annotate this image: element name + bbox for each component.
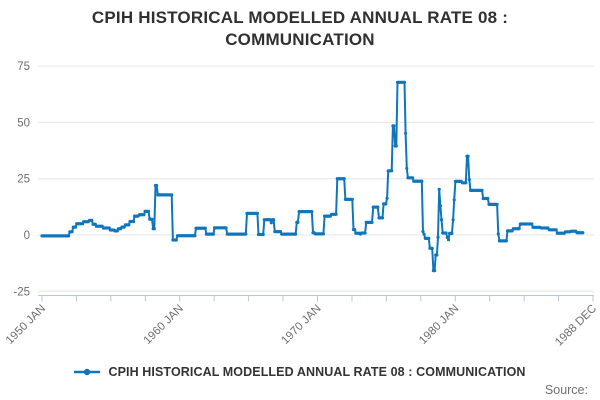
data-point-marker[interactable]: [385, 196, 389, 200]
y-axis-label: 0: [24, 230, 30, 242]
data-point-marker[interactable]: [67, 234, 71, 238]
data-point-marker[interactable]: [74, 225, 78, 229]
data-point-marker[interactable]: [152, 227, 156, 231]
data-point-marker[interactable]: [155, 183, 159, 188]
data-point-marker[interactable]: [353, 228, 357, 232]
data-point-marker[interactable]: [404, 131, 408, 135]
legend-marker-dot: [84, 368, 91, 376]
data-point-marker[interactable]: [444, 231, 448, 235]
source-label: Source:: [544, 383, 588, 397]
data-point-marker[interactable]: [504, 239, 508, 243]
data-point-marker[interactable]: [244, 232, 248, 236]
data-point-marker[interactable]: [224, 226, 228, 230]
data-point-marker[interactable]: [435, 253, 439, 257]
data-point-marker[interactable]: [530, 222, 534, 226]
legend-item-label[interactable]: CPIH HISTORICAL MODELLED ANNUAL RATE 08 …: [108, 365, 526, 379]
data-point-marker[interactable]: [296, 220, 300, 224]
data-point-marker[interactable]: [268, 218, 272, 222]
data-point-marker[interactable]: [436, 235, 440, 239]
data-point-marker[interactable]: [411, 176, 415, 180]
data-point-marker[interactable]: [294, 232, 298, 236]
data-point-marker[interactable]: [321, 232, 325, 236]
data-point-marker[interactable]: [350, 197, 354, 201]
data-point-marker[interactable]: [439, 218, 444, 222]
data-point-marker[interactable]: [363, 231, 367, 235]
data-point-marker[interactable]: [430, 246, 434, 250]
data-point-marker[interactable]: [517, 227, 521, 231]
data-point-marker[interactable]: [467, 178, 471, 182]
data-point-marker[interactable]: [334, 212, 338, 216]
data-point-marker[interactable]: [420, 179, 424, 183]
x-axis-label: 1960 JAN: [142, 303, 186, 347]
legend-series-marker-icon: [74, 367, 101, 377]
x-axis-label: 1970 JAN: [279, 303, 323, 347]
data-point-marker[interactable]: [269, 221, 273, 225]
data-point-marker[interactable]: [70, 230, 74, 234]
data-point-marker[interactable]: [211, 232, 215, 236]
data-point-marker[interactable]: [392, 124, 396, 128]
data-point-marker[interactable]: [272, 218, 276, 222]
data-point-marker[interactable]: [486, 196, 490, 201]
data-point-marker[interactable]: [496, 232, 500, 236]
data-point-marker[interactable]: [433, 269, 437, 273]
data-point-marker[interactable]: [127, 223, 131, 227]
data-point-marker[interactable]: [581, 231, 585, 235]
data-point-marker[interactable]: [450, 231, 454, 235]
data-point-marker[interactable]: [554, 228, 558, 232]
data-point-marker[interactable]: [452, 198, 456, 202]
data-point-marker[interactable]: [150, 217, 154, 221]
data-point-marker[interactable]: [376, 205, 380, 209]
data-point-marker[interactable]: [384, 202, 388, 206]
data-point-marker[interactable]: [402, 80, 407, 84]
data-point-marker[interactable]: [255, 211, 259, 215]
data-point-marker[interactable]: [170, 193, 174, 197]
data-point-marker[interactable]: [380, 216, 385, 220]
chart-title: CPIH HISTORICAL MODELLED ANNUAL RATE 08 …: [91, 8, 509, 49]
data-point-marker[interactable]: [446, 238, 451, 242]
data-point-marker[interactable]: [421, 230, 425, 234]
legend: CPIH HISTORICAL MODELLED ANNUAL RATE 08 …: [0, 365, 600, 379]
data-point-marker[interactable]: [451, 218, 455, 222]
y-axis-label: 50: [17, 117, 30, 129]
data-point-marker[interactable]: [405, 166, 409, 170]
data-point-marker[interactable]: [342, 177, 346, 181]
data-point-marker[interactable]: [390, 169, 394, 173]
data-point-marker[interactable]: [437, 187, 441, 191]
data-point-marker[interactable]: [174, 238, 178, 242]
data-point-marker[interactable]: [466, 154, 470, 158]
data-point-marker[interactable]: [278, 230, 283, 234]
data-point-marker[interactable]: [203, 226, 207, 230]
data-point-marker[interactable]: [438, 204, 442, 208]
x-axis-label: 1988 DEC: [553, 303, 599, 349]
data-point-marker[interactable]: [310, 210, 314, 214]
data-point-marker[interactable]: [261, 232, 265, 237]
data-point-marker[interactable]: [131, 219, 136, 224]
plot-area: 75 50 25 0 -25 1950 JAN 1960 JAN 1970 JAN 1980 J…: [4, 61, 599, 349]
x-axis-label: 1950 JAN: [4, 303, 48, 347]
data-point-marker[interactable]: [193, 234, 197, 238]
data-point-marker[interactable]: [480, 188, 484, 192]
data-point-marker[interactable]: [90, 218, 94, 222]
y-axis-label: 25: [17, 174, 30, 186]
data-point-marker[interactable]: [427, 236, 431, 240]
data-point-marker[interactable]: [146, 209, 151, 213]
data-point-marker[interactable]: [464, 181, 468, 185]
data-point-marker[interactable]: [495, 202, 499, 206]
data-point-marker[interactable]: [422, 232, 426, 236]
data-point-marker[interactable]: [394, 144, 398, 148]
y-axis-label: 75: [17, 61, 30, 73]
x-axis-label: 1980 JAN: [417, 303, 461, 347]
data-point-marker[interactable]: [370, 220, 374, 224]
data-point-marker[interactable]: [142, 213, 146, 217]
y-axis-label: -25: [13, 286, 30, 298]
